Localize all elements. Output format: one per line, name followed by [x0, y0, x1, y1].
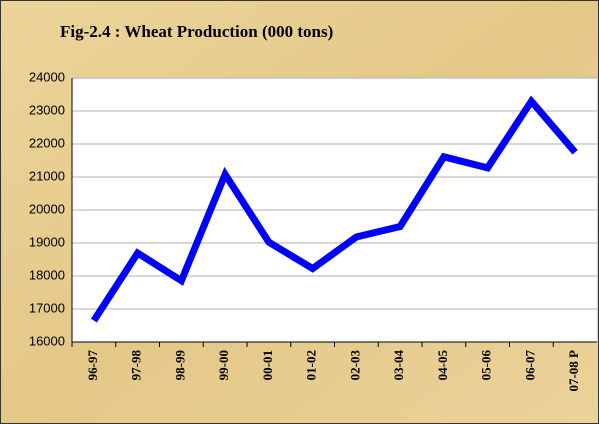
y-tick-label: 16000 — [29, 333, 65, 348]
data-line — [90, 95, 578, 323]
x-tick-label: 00-01 — [260, 350, 275, 380]
x-tick-label: 01-02 — [304, 350, 319, 380]
x-tick-label: 07-08 P — [566, 350, 581, 392]
y-tick-label: 18000 — [29, 267, 65, 282]
x-tick-label: 04-05 — [435, 350, 450, 381]
y-tick-label: 20000 — [29, 201, 65, 216]
x-tick-label: 97-98 — [129, 350, 144, 381]
x-tick-label: 02-03 — [347, 350, 362, 381]
y-tick-label: 23000 — [29, 102, 65, 117]
x-tick-label: 98-99 — [172, 350, 187, 381]
x-tick-label: 96-97 — [85, 350, 100, 381]
chart-title: Fig-2.4 : Wheat Production (000 tons) — [60, 22, 333, 41]
y-tick-label: 17000 — [29, 300, 65, 315]
x-tick-label: 06-07 — [522, 350, 537, 381]
y-tick-label: 21000 — [29, 168, 65, 183]
x-tick-label: 03-04 — [391, 350, 406, 381]
y-tick-label: 24000 — [29, 69, 65, 84]
x-tick-label: 99-00 — [216, 350, 231, 380]
y-tick-label: 22000 — [29, 135, 65, 150]
y-tick-label: 19000 — [29, 234, 65, 249]
x-tick-label: 05-06 — [479, 350, 494, 381]
